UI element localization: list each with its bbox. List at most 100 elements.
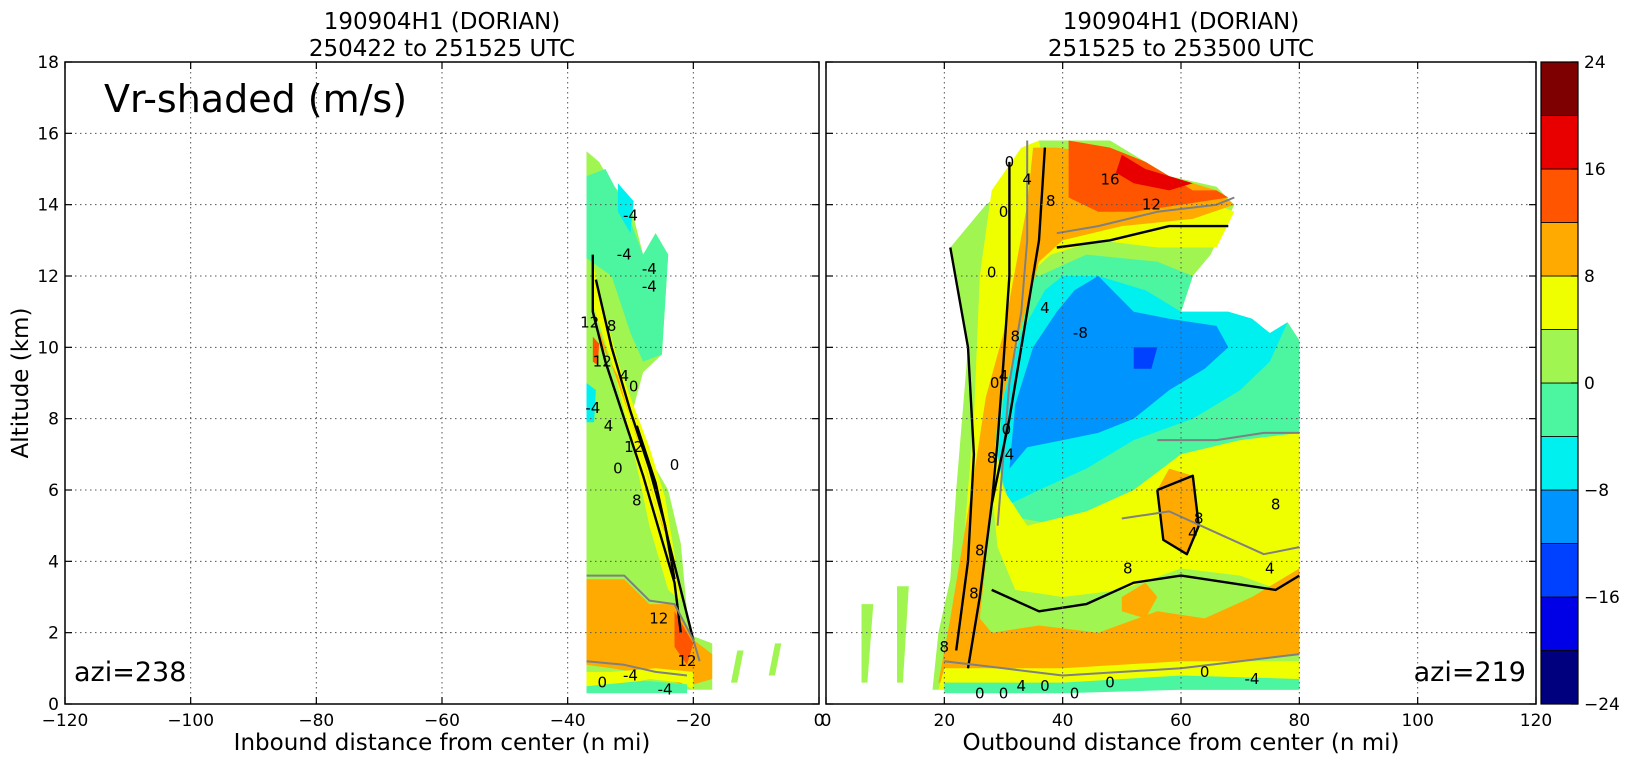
right-x-tick-label: 100 bbox=[1401, 711, 1433, 731]
right-contour-label: 4 bbox=[1016, 677, 1026, 695]
right-contour-label: 0 bbox=[1070, 684, 1080, 702]
left-vr-region bbox=[731, 650, 744, 683]
right-contour-label: 4 bbox=[1188, 524, 1198, 542]
right-vr-region bbox=[1121, 582, 1158, 619]
colorbar-band bbox=[1540, 436, 1579, 491]
right-x-tick-label: 80 bbox=[1289, 711, 1311, 731]
right-contour-label: 8 bbox=[1011, 328, 1021, 346]
left-y-tick-label: 10 bbox=[37, 338, 59, 358]
left-vr-region bbox=[617, 183, 634, 234]
colorbar-band bbox=[1540, 489, 1579, 544]
colorbar-band bbox=[1540, 168, 1579, 223]
colorbar-band bbox=[1540, 543, 1579, 598]
right-x-tick-label: 120 bbox=[1520, 711, 1552, 731]
right-grid bbox=[826, 62, 1536, 704]
left-contour-label: 8 bbox=[607, 317, 617, 335]
right-vr-contour-line bbox=[996, 140, 1029, 526]
left-y-tick-label: 16 bbox=[37, 124, 59, 144]
left-y-tick-label: 14 bbox=[37, 196, 59, 216]
right-x-tick-label: 20 bbox=[934, 711, 956, 731]
right-vr-region bbox=[861, 604, 874, 683]
right-contour-label: 8 bbox=[1046, 192, 1056, 210]
right-vr-contour-line bbox=[1056, 196, 1235, 235]
left-contour-label: 0 bbox=[670, 456, 680, 474]
colorbar-band bbox=[1540, 222, 1579, 277]
right-x-tick-label: 0 bbox=[821, 711, 832, 731]
overlay-title: Vr-shaded (m/s) bbox=[104, 77, 407, 121]
right-contour-label: 0 bbox=[1040, 677, 1050, 695]
left-x-tick-label: −120 bbox=[42, 711, 89, 731]
y-axis-label: Altitude (km) bbox=[8, 308, 34, 459]
colorbar-bands bbox=[1540, 61, 1579, 705]
right-contour-label: 0 bbox=[999, 684, 1009, 702]
left-y-tick-label: 12 bbox=[37, 267, 59, 287]
right-vr-region bbox=[1133, 347, 1158, 369]
left-contour-label: -4 bbox=[623, 666, 638, 684]
left-vr-contour-line bbox=[594, 279, 676, 580]
left-contour-label: 4 bbox=[604, 417, 614, 435]
colorbar-band bbox=[1540, 115, 1579, 170]
left-vr-region bbox=[586, 680, 687, 694]
right-vr-region bbox=[897, 586, 909, 683]
left-contour-label: -4 bbox=[585, 399, 600, 417]
right-contour-label: -4 bbox=[1245, 670, 1260, 688]
left-contour-label: -4 bbox=[617, 246, 632, 264]
right-contour-label: 4 bbox=[1005, 445, 1015, 463]
left-axis-ticks: −120 −100 −80 −60 −40 −20 0 0 2 4 6 8 10 12 14 16 18 bbox=[37, 53, 824, 731]
right-contour-label: 8 bbox=[940, 638, 950, 656]
colorbar-tick-label: −8 bbox=[1584, 481, 1609, 501]
right-contour-label: 0 bbox=[1005, 153, 1015, 171]
left-contour-label: 8 bbox=[632, 492, 642, 510]
right-x-tick-label: 60 bbox=[1170, 711, 1192, 731]
right-contour-label: 8 bbox=[969, 584, 979, 602]
left-contour-label: 0 bbox=[629, 378, 639, 396]
right-contour-label: 4 bbox=[1022, 171, 1032, 189]
left-vr-region bbox=[599, 329, 669, 540]
left-contour-label: 4 bbox=[619, 367, 629, 385]
colorbar-band bbox=[1540, 329, 1579, 384]
right-title-line2: 251525 to 253500 UTC bbox=[1048, 36, 1314, 62]
right-vr-region bbox=[944, 675, 1300, 694]
left-y-tick-label: 0 bbox=[48, 695, 59, 715]
right-vr-region bbox=[1115, 154, 1193, 191]
right-vr-contour-line bbox=[1156, 474, 1201, 556]
right-contour-label: -8 bbox=[1073, 324, 1088, 342]
colorbar-tick-label: 24 bbox=[1584, 53, 1606, 73]
left-x-axis-label: Inbound distance from center (n mi) bbox=[234, 730, 651, 756]
colorbar-band bbox=[1540, 596, 1579, 651]
right-axis-ticks: 0 20 40 60 80 100 120 bbox=[821, 61, 1552, 731]
right-vr-contour-line bbox=[990, 161, 1011, 505]
left-x-tick-label: 0 bbox=[814, 711, 825, 731]
right-title-line1: 190904H1 (DORIAN) bbox=[1063, 9, 1300, 35]
left-contour-label: 12 bbox=[624, 438, 643, 456]
left-y-tick-label: 8 bbox=[48, 410, 59, 430]
left-vr-region bbox=[768, 643, 782, 676]
left-y-tick-label: 4 bbox=[48, 552, 59, 572]
colorbar-band bbox=[1540, 650, 1579, 705]
left-x-tick-label: −100 bbox=[167, 711, 214, 731]
left-y-tick-label: 18 bbox=[37, 53, 59, 73]
left-contour-label: -4 bbox=[658, 681, 673, 699]
colorbar-band bbox=[1540, 61, 1579, 116]
left-x-tick-label: −60 bbox=[424, 711, 460, 731]
right-contour-label: 8 bbox=[987, 449, 997, 467]
right-contour-label: 0 bbox=[987, 263, 997, 281]
right-azimuth-label: azi=219 bbox=[1414, 657, 1526, 688]
colorbar-band bbox=[1540, 382, 1579, 437]
right-contour-label: 0 bbox=[975, 684, 985, 702]
right-vr-region bbox=[956, 140, 1300, 683]
right-x-tick-label: 40 bbox=[1052, 711, 1074, 731]
colorbar-tick-label: 8 bbox=[1584, 267, 1595, 287]
left-vr-region bbox=[586, 383, 596, 423]
left-title-line1: 190904H1 (DORIAN) bbox=[324, 9, 561, 35]
left-y-tick-label: 6 bbox=[48, 481, 59, 501]
right-contour-label: 16 bbox=[1100, 171, 1119, 189]
right-vr-contour-line bbox=[944, 653, 1300, 677]
left-title-line2: 250422 to 251525 UTC bbox=[309, 36, 575, 62]
right-contour-label: 4 bbox=[1265, 559, 1275, 577]
left-vr-region bbox=[592, 336, 600, 366]
right-vr-contour-line bbox=[1121, 510, 1300, 556]
left-x-tick-label: −20 bbox=[675, 711, 711, 731]
